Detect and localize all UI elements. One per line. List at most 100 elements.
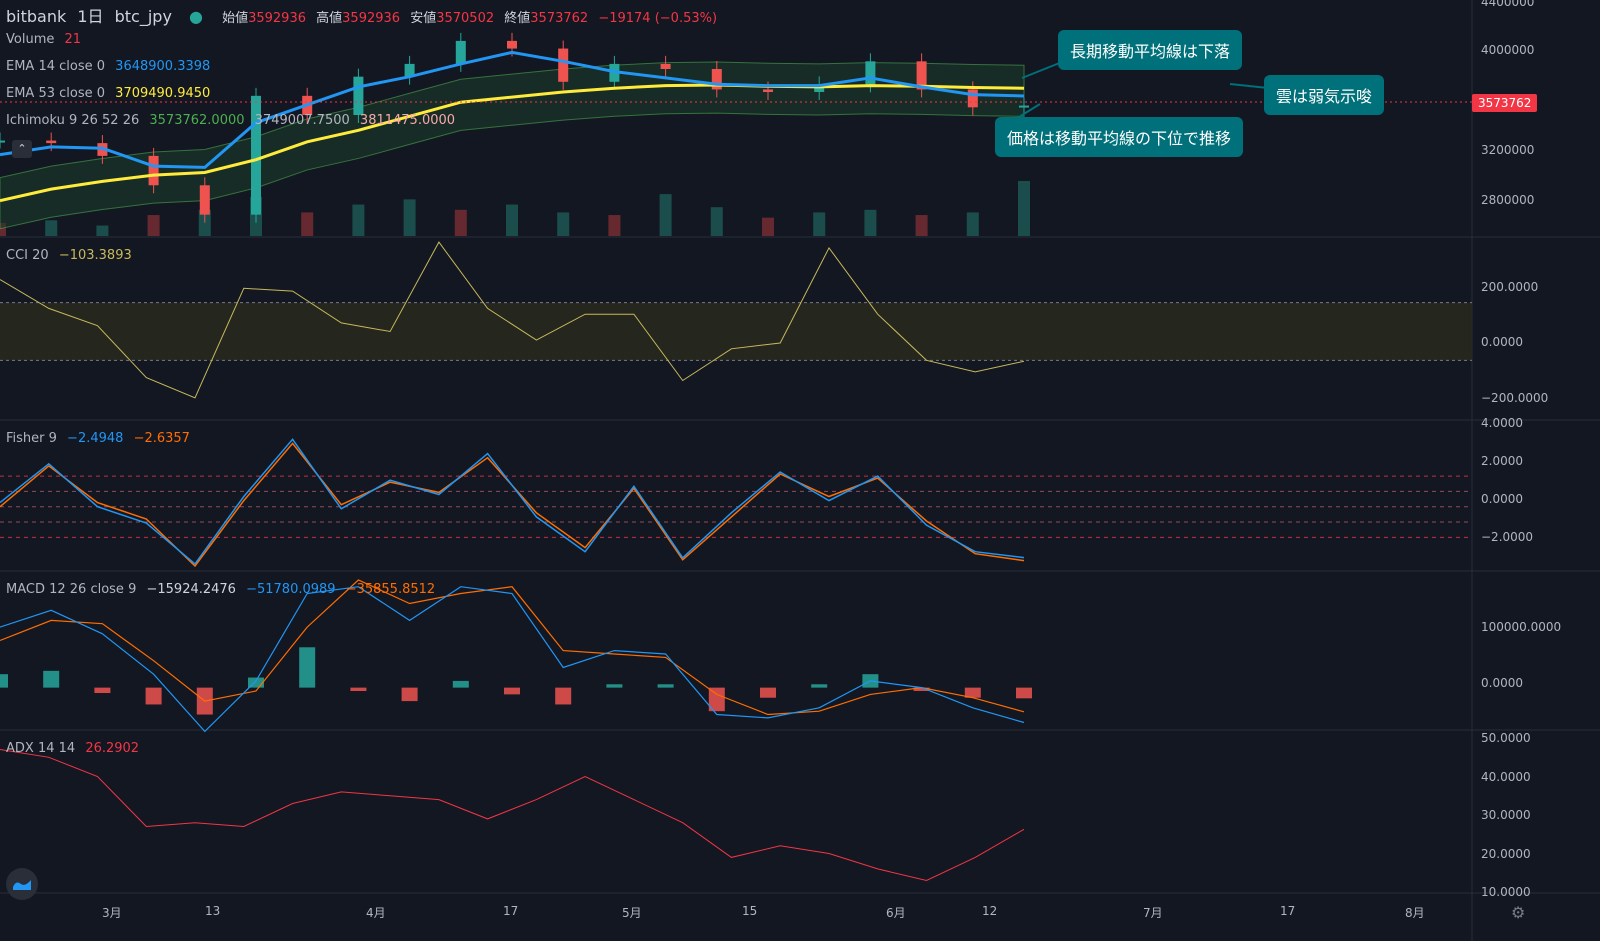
cci-legend[interactable]: CCI 20 −103.3893 bbox=[6, 248, 138, 263]
adx-line bbox=[0, 749, 1025, 882]
adx-axis-label: 30.0000 bbox=[1481, 808, 1531, 822]
macd-axis-label: 0.0000 bbox=[1481, 676, 1523, 690]
adx-value: 26.2902 bbox=[85, 741, 140, 756]
last-price-tag: 3573762 bbox=[1472, 94, 1538, 112]
volume-bar bbox=[403, 199, 416, 236]
macd-histogram-bar bbox=[145, 687, 162, 705]
volume-value: 21 bbox=[64, 32, 82, 47]
volume-bar bbox=[198, 209, 211, 236]
interval-label[interactable]: 1日 bbox=[77, 7, 104, 26]
annotation-price-below-ma[interactable]: 価格は移動平均線の下位で推移 bbox=[995, 117, 1244, 157]
time-axis-label: 17 bbox=[503, 904, 519, 918]
macd-histogram-bar bbox=[401, 687, 418, 702]
candle-body bbox=[148, 155, 159, 186]
volume-bar bbox=[710, 207, 723, 236]
candle-body bbox=[199, 185, 210, 215]
cci-axis-label: −200.0000 bbox=[1481, 391, 1549, 405]
macd-histogram-bar bbox=[811, 684, 828, 688]
adx-axis-label: 50.0000 bbox=[1481, 731, 1531, 745]
ema14-line bbox=[0, 50, 1025, 169]
volume-bar bbox=[147, 215, 160, 236]
macd-signal-line bbox=[0, 579, 1025, 716]
adx-legend[interactable]: ADX 14 14 26.2902 bbox=[6, 741, 145, 756]
candle-body bbox=[916, 61, 927, 90]
macd-histogram-bar bbox=[913, 687, 930, 691]
symbol-name[interactable]: btc_jpy bbox=[114, 7, 172, 26]
annotation-cloud-bearish[interactable]: 雲は弱気示唆 bbox=[1264, 75, 1385, 115]
macd-line bbox=[0, 586, 1025, 733]
macd-histogram-bar bbox=[43, 670, 60, 688]
fisher-value-2: −2.6357 bbox=[133, 431, 190, 446]
fisher-label: Fisher 9 bbox=[6, 431, 57, 446]
ema53-value: 3709490.9450 bbox=[115, 86, 211, 101]
time-axis-label: 6月 bbox=[886, 906, 906, 920]
price-axis-label: 2800000 bbox=[1481, 193, 1535, 207]
tradingview-logo-icon[interactable] bbox=[6, 868, 38, 900]
macd-histogram-bar bbox=[504, 687, 520, 695]
volume-bar bbox=[96, 225, 109, 236]
volume-bar bbox=[864, 209, 877, 236]
macd-histogram-bar bbox=[1016, 687, 1032, 699]
macd-axis-label: 100000.0000 bbox=[1481, 620, 1562, 634]
fisher-value-1: −2.4948 bbox=[67, 431, 124, 446]
candle-body bbox=[46, 140, 57, 144]
macd-label: MACD 12 26 close 9 bbox=[6, 582, 137, 597]
candle-body bbox=[0, 140, 5, 143]
macd-histogram-bar bbox=[350, 687, 367, 691]
chevron-up-icon[interactable]: ⌃ bbox=[12, 140, 32, 158]
volume-bar bbox=[454, 209, 467, 236]
volume-bar bbox=[762, 217, 774, 236]
volume-bar bbox=[915, 215, 928, 236]
adx-axis-label: 20.0000 bbox=[1481, 847, 1531, 861]
macd-legend[interactable]: MACD 12 26 close 9 −15924.2476 −51780.09… bbox=[6, 582, 441, 597]
ichimoku-legend[interactable]: Ichimoku 9 26 52 26 3573762.0000 3749007… bbox=[6, 113, 461, 128]
time-axis-label: 8月 bbox=[1405, 906, 1425, 920]
candle-body bbox=[404, 63, 415, 77]
ichimoku-label: Ichimoku 9 26 52 26 bbox=[6, 113, 140, 128]
annotation-ma-falling[interactable]: 長期移動平均線は下落 bbox=[1058, 30, 1243, 70]
macd-value-1: −15924.2476 bbox=[146, 582, 236, 597]
annotation-pointer bbox=[1021, 61, 1063, 79]
change-value: −19174 (−0.53%) bbox=[598, 11, 718, 26]
ema53-legend[interactable]: EMA 53 close 0 3709490.9450 bbox=[6, 86, 216, 101]
candle-body bbox=[660, 63, 671, 69]
gear-icon[interactable]: ⚙ bbox=[1511, 903, 1526, 922]
candle-body bbox=[251, 95, 261, 215]
volume-bar bbox=[659, 194, 672, 236]
volume-bar bbox=[1018, 181, 1030, 236]
volume-bar bbox=[966, 212, 979, 236]
exchange-name[interactable]: bitbank bbox=[6, 7, 67, 26]
symbol-header: bitbank 1日 btc_jpy ● 始値3592936 高値3592936… bbox=[6, 3, 729, 27]
fisher-line bbox=[0, 438, 1025, 565]
volume-bar bbox=[352, 204, 365, 236]
volume-bar bbox=[813, 212, 826, 236]
macd-value-3: −35855.8512 bbox=[345, 582, 436, 597]
cci-axis-label: 200.0000 bbox=[1481, 280, 1539, 294]
macd-histogram-bar bbox=[555, 687, 572, 705]
price-axis-label: 3200000 bbox=[1481, 143, 1535, 157]
volume-legend[interactable]: Volume 21 bbox=[6, 32, 87, 47]
volume-bar bbox=[0, 222, 6, 236]
time-axis-label: 4月 bbox=[366, 906, 386, 920]
adx-axis-label: 10.0000 bbox=[1481, 885, 1531, 899]
ema14-legend[interactable]: EMA 14 close 0 3648900.3398 bbox=[6, 59, 216, 74]
high-label: 高値 bbox=[316, 11, 343, 26]
low-label: 安値 bbox=[410, 11, 437, 26]
ema14-value: 3648900.3398 bbox=[115, 59, 211, 74]
cci-label: CCI 20 bbox=[6, 248, 49, 263]
candle-body bbox=[967, 89, 978, 108]
fisher-axis-label: 4.0000 bbox=[1481, 416, 1523, 430]
low-value: 3570502 bbox=[436, 11, 495, 26]
macd-histogram-bar bbox=[657, 684, 674, 688]
macd-histogram-bar bbox=[248, 677, 264, 688]
candle-body bbox=[558, 48, 569, 82]
market-status-icon: ● bbox=[189, 7, 203, 26]
ema53-label: EMA 53 close 0 bbox=[6, 86, 106, 101]
fisher-legend[interactable]: Fisher 9 −2.4948 −2.6357 bbox=[6, 431, 196, 446]
ema14-label: EMA 14 close 0 bbox=[6, 59, 106, 74]
cci-band bbox=[0, 302, 1472, 361]
macd-histogram-bar bbox=[299, 647, 316, 688]
open-label: 始値 bbox=[222, 11, 249, 26]
